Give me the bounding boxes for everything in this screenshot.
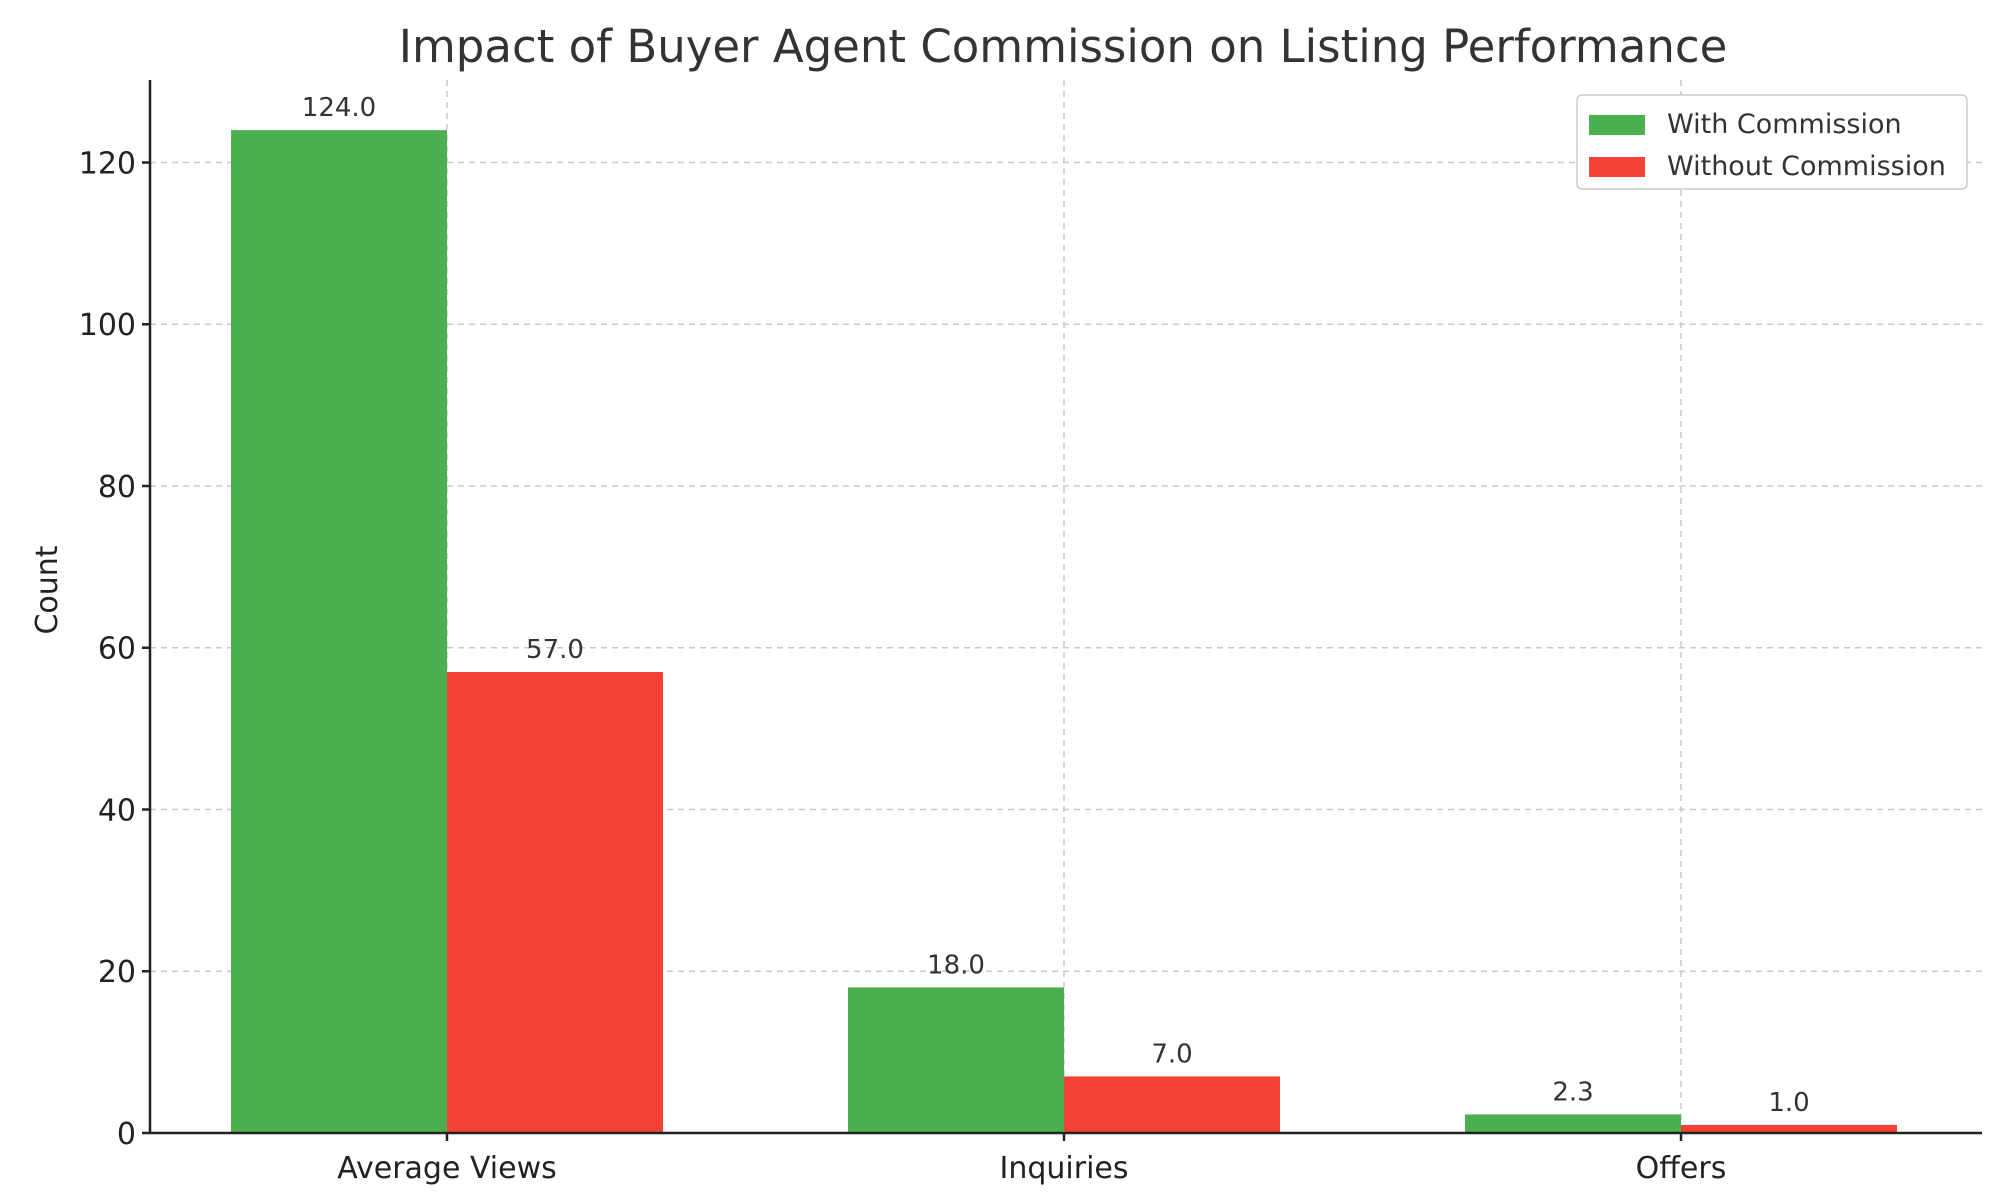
legend-swatch	[1589, 115, 1645, 135]
grid	[150, 80, 1982, 1133]
bar	[1681, 1124, 1897, 1133]
y-tick-label: 0	[117, 1117, 136, 1152]
y-axis-label: Count	[30, 545, 65, 634]
y-tick-label: 20	[98, 955, 136, 990]
x-tick-label: Average Views	[337, 1151, 557, 1186]
legend-label: With Commission	[1667, 109, 1902, 140]
legend-label: Without Commission	[1667, 151, 1946, 182]
y-tick-label: 120	[79, 146, 136, 181]
bar	[447, 672, 663, 1133]
axes: 0 20 40 60 80 100 120 Average Views Inquiries Off…	[79, 80, 1982, 1186]
bar	[231, 130, 447, 1134]
chart-title: Impact of Buyer Agent Commission on List…	[399, 20, 1728, 73]
bar-value-label: 2.3	[1552, 1077, 1593, 1107]
bar-value-label: 57.0	[526, 635, 584, 665]
bar-value-label: 124.0	[302, 93, 376, 123]
x-tick-label: Offers	[1636, 1151, 1727, 1186]
y-tick-label: 40	[98, 793, 136, 828]
y-tick-label: 80	[98, 470, 136, 505]
bar-value-label: 7.0	[1151, 1039, 1192, 1069]
bar	[1465, 1114, 1681, 1133]
data-labels: 124.0 18.0 2.3 57.0 7.0 1.0	[302, 93, 1810, 1118]
y-tick-label: 100	[79, 308, 136, 343]
bar-value-label: 1.0	[1768, 1088, 1809, 1118]
bar	[848, 987, 1064, 1133]
x-tick-label: Inquiries	[999, 1151, 1128, 1186]
legend-box	[1576, 94, 1968, 190]
legend: With Commission Without Commission	[1576, 94, 1968, 190]
y-tick-label: 60	[98, 632, 136, 667]
legend-swatch	[1589, 157, 1645, 177]
bar-value-label: 18.0	[927, 950, 985, 980]
bar	[1064, 1076, 1280, 1133]
bars	[231, 130, 1897, 1134]
